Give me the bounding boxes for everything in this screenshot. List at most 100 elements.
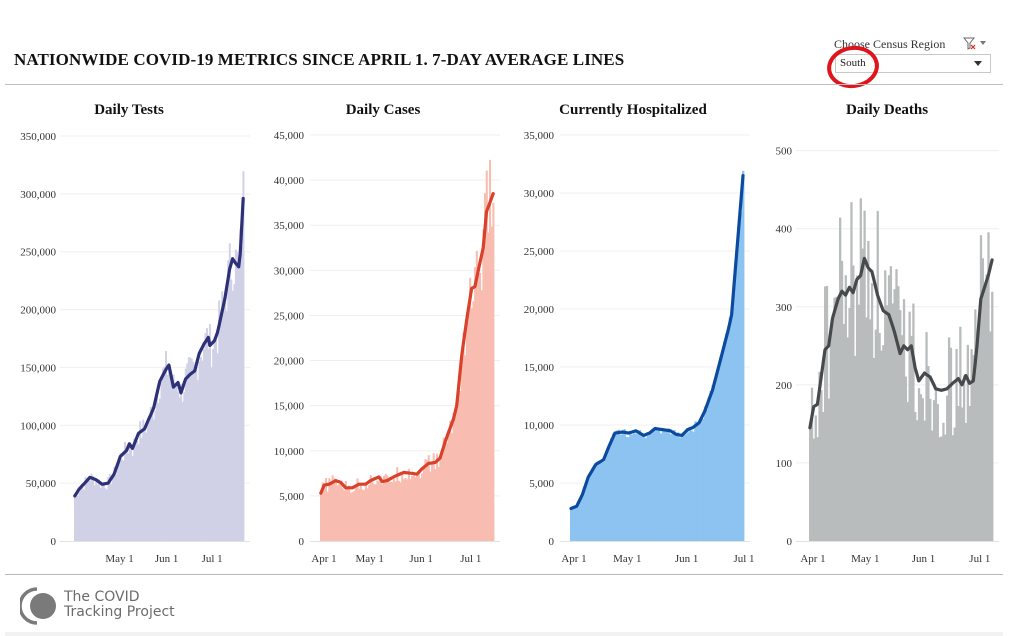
bar	[146, 418, 149, 541]
bar	[199, 356, 202, 541]
bar	[705, 409, 709, 541]
bar	[485, 170, 488, 541]
bar	[985, 274, 988, 541]
bar	[416, 472, 419, 541]
bar	[462, 332, 465, 541]
bar	[932, 400, 936, 541]
y-tick-label: 0	[787, 536, 793, 548]
bar	[884, 270, 887, 541]
y-tick-label: 0	[51, 536, 57, 548]
bar	[594, 464, 598, 541]
bar	[323, 485, 326, 541]
bar	[424, 459, 427, 541]
bar	[602, 461, 605, 541]
y-tick-label: 0	[549, 536, 555, 548]
bar	[467, 310, 470, 541]
bar	[80, 488, 82, 541]
bar	[101, 483, 104, 541]
bar	[155, 396, 158, 541]
bar	[230, 279, 233, 541]
x-tick-label: Apr 1	[561, 553, 586, 565]
y-tick-label: 45,000	[274, 130, 305, 142]
bar	[145, 432, 148, 541]
chart-daily-deaths: Daily Deaths 0 100 200 300 400 500 Apr 1 May 1 J…	[758, 95, 1016, 570]
bar	[989, 331, 992, 541]
bar	[936, 404, 939, 541]
bar	[93, 485, 96, 541]
bar	[172, 374, 175, 541]
bar	[374, 484, 377, 541]
bar	[840, 260, 844, 541]
bar	[169, 372, 172, 541]
bar	[186, 363, 189, 541]
bar	[454, 414, 457, 541]
bar	[625, 436, 628, 541]
bar	[734, 262, 737, 541]
bar	[897, 286, 900, 541]
bar	[715, 373, 718, 541]
bar	[381, 484, 384, 541]
region-select[interactable]: South	[835, 54, 991, 73]
y-tick-label: 15,000	[274, 401, 305, 413]
bar	[492, 202, 495, 541]
bar	[694, 421, 697, 541]
bar	[953, 427, 956, 541]
bar	[846, 337, 849, 541]
bar	[573, 506, 577, 541]
bar	[87, 480, 90, 541]
bar	[908, 311, 911, 541]
clear-filter-icon[interactable]	[963, 37, 987, 51]
bar	[610, 438, 613, 541]
bar	[406, 479, 409, 541]
y-tick-label: 10,000	[524, 420, 555, 432]
bar	[983, 287, 986, 541]
bar	[442, 437, 445, 541]
y-tick-label: 35,000	[524, 130, 555, 142]
chart-currently-hospitalized: Currently Hospitalized 0 5,000 10,000 15,00…	[508, 95, 758, 570]
bar	[240, 246, 243, 541]
bar	[678, 437, 682, 541]
bar	[701, 418, 705, 541]
bar	[124, 441, 127, 541]
bar	[242, 171, 245, 541]
x-tick-label: May 1	[613, 553, 641, 565]
bar	[707, 397, 710, 541]
bar	[118, 459, 120, 541]
bar	[709, 390, 712, 541]
bar	[382, 475, 386, 541]
bar	[974, 309, 977, 541]
bar	[228, 243, 231, 541]
bar	[417, 471, 420, 541]
bar	[644, 437, 647, 541]
bar	[490, 226, 493, 542]
bar	[833, 297, 836, 541]
bar	[81, 485, 84, 541]
bar	[136, 440, 139, 541]
bar	[470, 308, 473, 541]
bar	[74, 495, 76, 541]
bar	[859, 198, 862, 541]
bar	[927, 366, 930, 541]
bar	[392, 479, 395, 541]
bar	[657, 429, 661, 541]
bar	[865, 317, 868, 541]
x-tick-label: Jun 1	[675, 553, 699, 565]
bar	[422, 465, 425, 541]
bar	[577, 502, 580, 541]
bar	[204, 333, 207, 541]
bar	[682, 433, 686, 541]
bar	[730, 306, 733, 541]
bar	[917, 388, 921, 541]
bar	[221, 291, 224, 541]
bar	[339, 480, 342, 541]
bar	[654, 428, 657, 541]
x-tick-label: Jun 1	[409, 553, 433, 565]
bar	[128, 442, 131, 541]
bar	[608, 448, 611, 541]
footer-brand[interactable]: The COVID Tracking Project	[64, 590, 175, 620]
bar	[196, 380, 199, 541]
bar	[719, 357, 722, 541]
bar	[444, 439, 447, 541]
bar	[166, 374, 169, 541]
bar	[627, 437, 630, 541]
